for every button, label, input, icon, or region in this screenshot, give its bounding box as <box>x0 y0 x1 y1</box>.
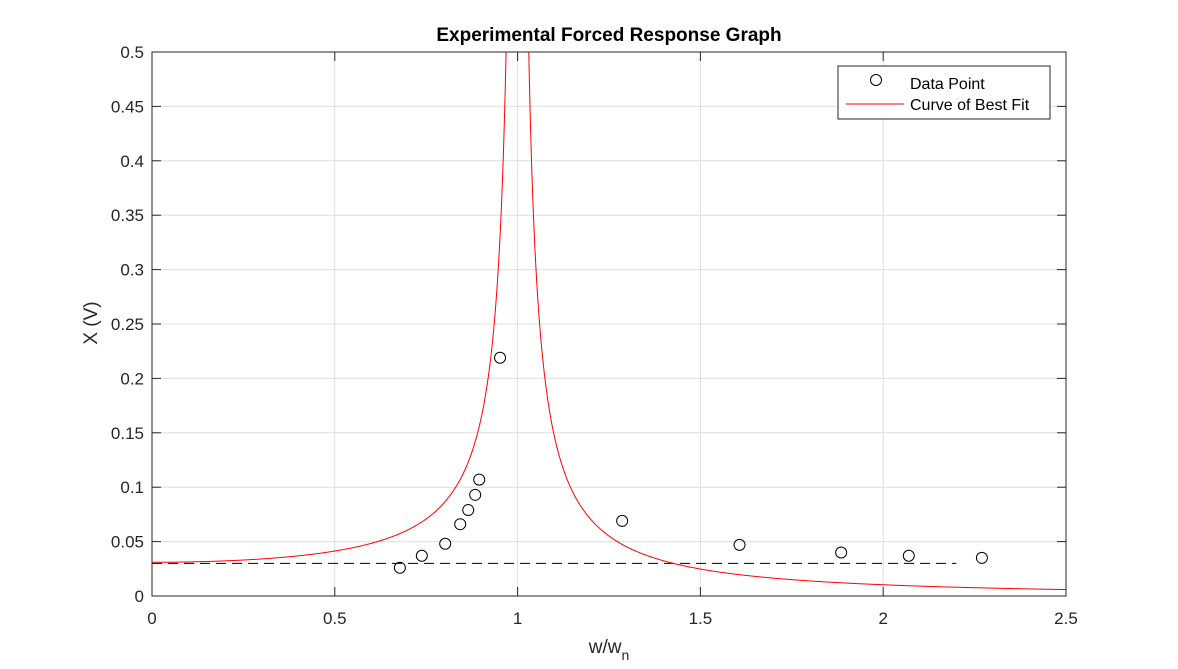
data-point-7 <box>494 351 507 364</box>
y-axis-title: X (V) <box>81 301 102 344</box>
best-fit-curve-upper-branch <box>528 52 1066 591</box>
y-tick-label-10: 0.5 <box>120 43 144 62</box>
data-point-12 <box>975 551 988 564</box>
x-tick-label-5: 2.5 <box>1054 609 1078 628</box>
data-point-4 <box>462 504 475 517</box>
data-point-1 <box>415 549 428 562</box>
best-fit-curve-lower-branch <box>152 52 507 563</box>
data-point-11 <box>902 549 915 562</box>
x-tick-label-0: 0 <box>147 609 156 628</box>
y-tick-label-1: 0.05 <box>111 533 144 552</box>
legend-data-point-marker <box>870 74 882 86</box>
y-tick-label-6: 0.3 <box>120 261 144 280</box>
data-point-5 <box>469 488 482 501</box>
x-axis-title-main: w/w <box>588 637 622 658</box>
y-tick-label-8: 0.4 <box>120 152 144 171</box>
data-point-2 <box>439 537 452 550</box>
data-point-6 <box>473 473 486 486</box>
data-point-0 <box>393 561 406 574</box>
data-point-10 <box>835 546 848 559</box>
grid-lines <box>151 51 1067 597</box>
y-tick-label-4: 0.2 <box>120 369 144 388</box>
x-axis-title: w/wn <box>588 637 630 663</box>
y-tick-label-5: 0.25 <box>111 315 144 334</box>
x-axis-title-subscript: n <box>621 647 629 663</box>
x-tick-label-3: 1.5 <box>689 609 713 628</box>
y-tick-label-7: 0.35 <box>111 206 144 225</box>
chart-title: Experimental Forced Response Graph <box>436 25 781 46</box>
x-tick-label-4: 2 <box>878 609 887 628</box>
legend: Data Point Curve of Best Fit <box>837 65 1051 120</box>
y-tick-label-9: 0.45 <box>111 97 144 116</box>
y-tick-label-0: 0 <box>135 587 144 606</box>
x-tick-label-2: 1 <box>513 609 522 628</box>
legend-data-point-label: Data Point <box>910 76 985 93</box>
axes: 0 0.5 1 1.5 2 2.5 0 0.05 0.1 0.15 0.2 0.25 0.3 0.35 0.… <box>111 43 1078 628</box>
y-tick-label-3: 0.15 <box>111 424 144 443</box>
data-point-3 <box>454 518 467 531</box>
y-tick-label-2: 0.1 <box>120 478 144 497</box>
legend-best-fit-label: Curve of Best Fit <box>910 97 1030 114</box>
data-point-8 <box>616 514 629 527</box>
plot-area <box>152 52 1066 591</box>
x-tick-label-1: 0.5 <box>323 609 347 628</box>
data-point-9 <box>733 538 746 551</box>
